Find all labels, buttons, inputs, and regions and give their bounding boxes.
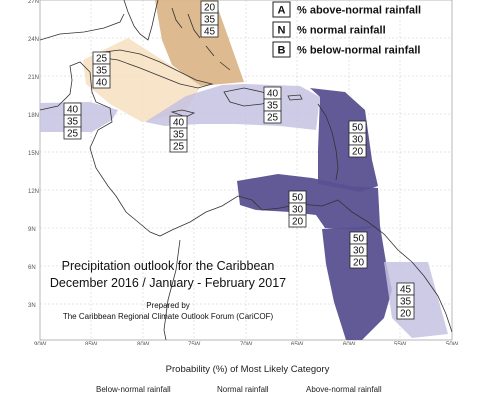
category-below-label: Below-normal rainfall	[96, 385, 171, 394]
legend-key-label: % below-normal rainfall	[297, 45, 420, 57]
legend-key-box	[272, 21, 291, 38]
legend-key-label: % normal rainfall	[297, 25, 386, 37]
credit-line-2: The Caribbean Regional Climate Outlook F…	[63, 312, 274, 321]
region-guyana-suriname	[322, 226, 392, 340]
lon-label: 55W	[394, 342, 407, 345]
footer-title: Probability (%) of Most Likely Category	[165, 364, 330, 375]
lon-label: 65W	[291, 342, 304, 345]
lat-label: 27N	[28, 0, 39, 5]
lat-label: 18N	[28, 113, 39, 119]
legend-key-letter: N	[278, 25, 286, 37]
legend-key-letter: A	[278, 5, 286, 17]
value-text: 40	[67, 105, 79, 116]
lat-label: 15N	[28, 151, 39, 157]
value-text: 50	[353, 234, 365, 245]
value-cell	[92, 75, 111, 89]
legend-entry-n: N % normal rainfall	[272, 21, 386, 38]
lon-label: 80W	[137, 342, 150, 345]
value-text: 50	[292, 193, 304, 204]
value-text: 30	[353, 246, 365, 257]
value-text: 35	[67, 117, 79, 128]
value-text: 45	[204, 27, 216, 38]
legend-entry-a: A % above-normal rainfall	[272, 1, 421, 18]
value-cell	[63, 126, 82, 140]
legend-key-box	[272, 1, 291, 18]
value-text: 35	[400, 297, 412, 308]
value-text: 25	[173, 142, 185, 153]
lat-label: 24N	[28, 37, 39, 43]
region-venezuela-coast	[237, 174, 380, 230]
legend-key-label: % above-normal rainfall	[297, 5, 421, 17]
value-text: 35	[267, 101, 279, 112]
legend-entry-b: B % below-normal rainfall	[272, 41, 420, 58]
lat-label: 6N	[28, 265, 36, 271]
value-text: 35	[204, 15, 216, 26]
value-cell	[348, 144, 367, 158]
value-cell	[263, 110, 282, 124]
value-text: 40	[96, 78, 108, 89]
value-text: 50	[352, 123, 364, 134]
value-text: 20	[353, 258, 365, 269]
value-text: 25	[96, 54, 108, 65]
map-title-line-1: Precipitation outlook for the Caribbean	[62, 259, 275, 273]
value-text: 25	[67, 129, 79, 140]
map-title-line-2: December 2016 / January - February 2017	[50, 276, 286, 290]
legend-key-box	[272, 41, 291, 58]
value-text: 45	[400, 285, 412, 296]
outlook-map: 27N 24N 21N 18N 15N 12N 9N 6N 3N 90W 85W 80W 75W 70W 6…	[28, 0, 459, 345]
lat-label: 3N	[28, 303, 36, 309]
value-text: 40	[173, 118, 185, 129]
value-cell	[288, 214, 307, 228]
lat-label: 21N	[28, 75, 39, 81]
value-text: 25	[267, 113, 279, 124]
lon-label: 70W	[240, 342, 253, 345]
lon-label: 60W	[343, 342, 356, 345]
legend-key-letter: B	[278, 45, 286, 57]
region-lesser-antilles	[310, 88, 378, 192]
value-text: 20	[204, 3, 216, 14]
lat-label: 12N	[28, 189, 39, 195]
value-text: 20	[352, 147, 364, 158]
lon-label: 50W	[446, 342, 459, 345]
value-text: 30	[292, 205, 304, 216]
credit-line-1: Prepared by	[146, 301, 190, 310]
value-text: 35	[96, 66, 108, 77]
value-text: 30	[352, 135, 364, 146]
category-normal-label: Normal rainfall	[217, 385, 269, 394]
value-cell	[169, 139, 188, 153]
value-cell	[349, 255, 368, 269]
value-cell	[200, 24, 219, 38]
value-text: 35	[173, 130, 185, 141]
category-above-label: Above-normal rainfall	[306, 385, 382, 394]
lon-label: 75W	[188, 342, 201, 345]
value-text: 20	[400, 309, 412, 320]
lat-label: 9N	[28, 227, 36, 233]
coastlines	[39, 0, 453, 341]
lon-label: 85W	[85, 342, 98, 345]
lon-label: 90W	[34, 342, 47, 345]
legend: A % above-normal rainfall N % normal rainfa…	[272, 1, 421, 58]
value-text: 40	[267, 89, 279, 100]
value-cell	[396, 306, 415, 320]
value-text: 20	[292, 217, 304, 228]
